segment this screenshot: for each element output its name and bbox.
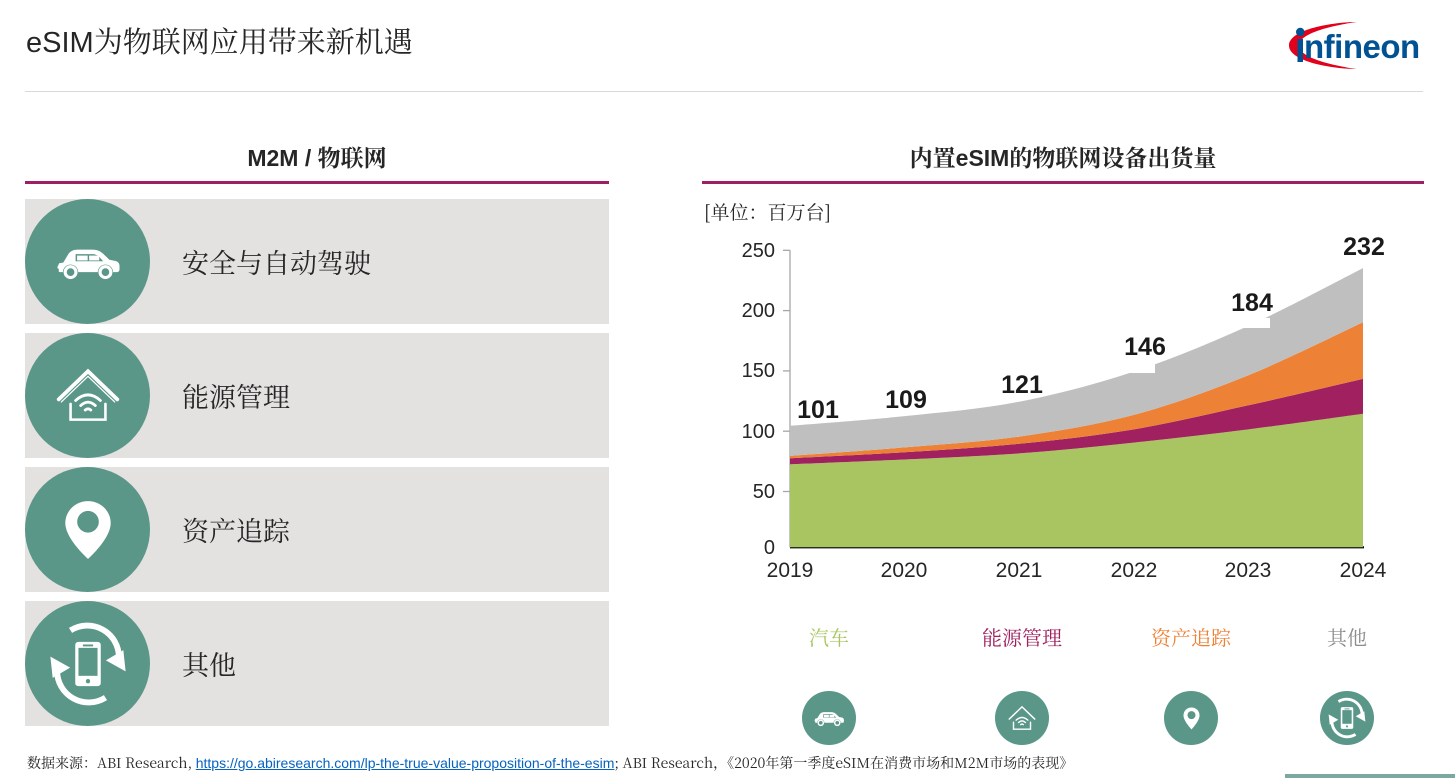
- svg-text:121: 121: [1001, 371, 1043, 399]
- svg-text:146: 146: [1124, 333, 1166, 361]
- svg-text:100: 100: [742, 421, 775, 443]
- svg-text:2023: 2023: [1225, 559, 1272, 582]
- svg-text:250: 250: [742, 240, 775, 262]
- svg-text:2024: 2024: [1340, 559, 1387, 582]
- svg-text:150: 150: [742, 360, 775, 382]
- svg-text:101: 101: [797, 396, 839, 424]
- svg-text:232: 232: [1343, 233, 1385, 261]
- svg-text:2019: 2019: [767, 559, 814, 582]
- svg-text:109: 109: [885, 386, 927, 414]
- svg-text:0: 0: [764, 537, 775, 559]
- svg-text:2022: 2022: [1111, 559, 1158, 582]
- svg-text:2020: 2020: [881, 559, 928, 582]
- svg-text:50: 50: [753, 481, 775, 503]
- svg-text:200: 200: [742, 300, 775, 322]
- svg-text:2021: 2021: [996, 559, 1043, 582]
- svg-text:184: 184: [1231, 289, 1273, 317]
